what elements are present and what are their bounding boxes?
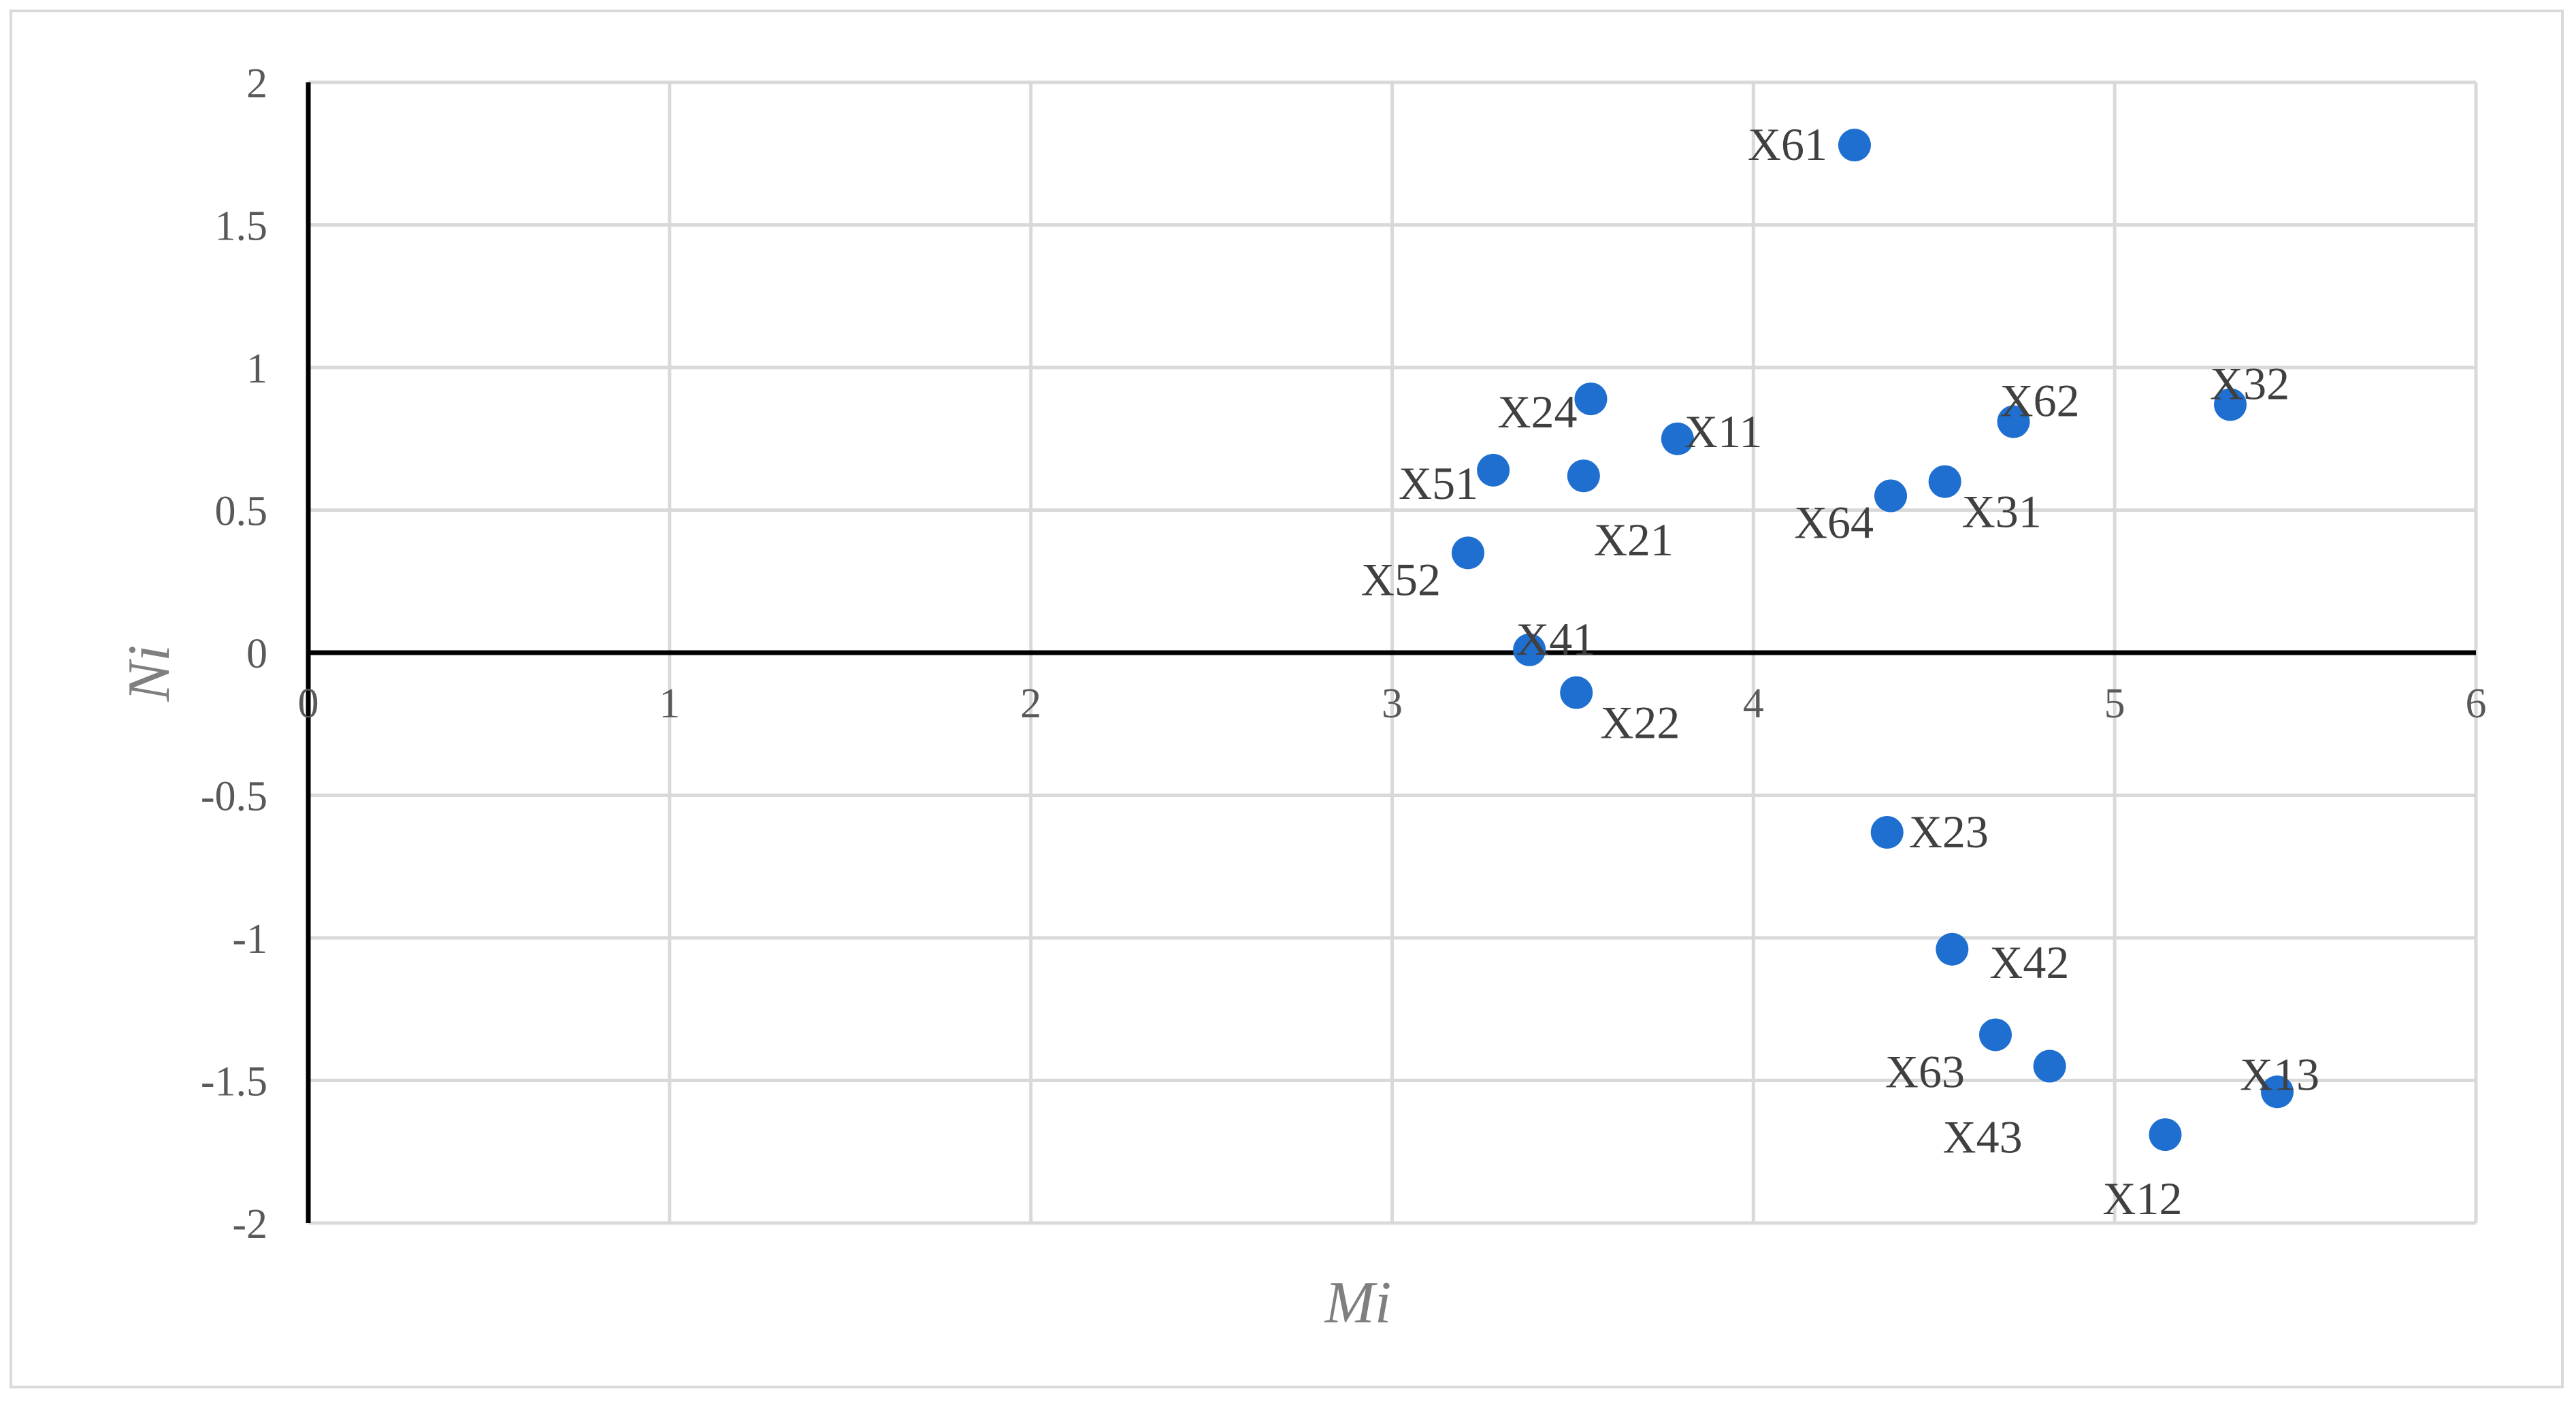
y-tick-label: 0.5 [215,489,268,535]
data-point [1574,382,1608,416]
data-point [1936,932,1969,966]
y-tick-label: 2 [246,61,267,107]
point-label: X32 [2210,357,2289,409]
data-point [1997,405,2030,438]
point-label: X24 [1497,386,1577,438]
data-point [1928,465,1961,498]
point-label: X22 [1600,697,1680,749]
data-points [1451,129,2294,1152]
data-point [1978,1018,2012,1052]
point-label: X12 [2102,1173,2182,1224]
data-point [1870,815,1904,849]
data-point [2261,1075,2294,1109]
data-point [1513,633,1546,666]
data-point [2033,1049,2066,1083]
chart-area: 0 1 2 3 4 5 6 -2 -1.5 -1 -0.5 0 0.5 1 1.5 2 X61 X32 X62 X2… [10,10,2564,1388]
data-point [1567,459,1600,493]
y-tick-label: 1.5 [215,203,268,250]
point-label: X42 [1989,936,2069,988]
tick-labels: 0 1 2 3 4 5 6 -2 -1.5 -1 -0.5 0 0.5 1 1.5 2 [201,61,2487,1248]
point-label: X13 [2240,1048,2319,1100]
point-label: X64 [1794,497,1874,549]
y-tick-label: -2 [232,1201,267,1248]
x-tick-label: 5 [2104,681,2125,727]
data-point [1560,676,1593,709]
data-point [1874,479,1908,512]
data-point [2214,388,2247,421]
x-tick-label: 6 [2466,681,2487,727]
point-label: X63 [1885,1045,1965,1097]
point-label: X51 [1399,457,1478,509]
point-label: X43 [1943,1111,2023,1163]
point-label: X11 [1684,406,1763,457]
x-tick-label: 4 [1743,681,1764,727]
point-label: X62 [2000,375,2080,427]
y-tick-label: -1 [232,916,267,962]
y-tick-label: 0 [246,631,267,677]
x-axis-title: Mi [1324,1270,1392,1336]
data-point [2149,1118,2182,1152]
point-label: X61 [1748,118,1827,170]
point-label: X52 [1361,553,1441,605]
data-point [1838,129,1871,162]
data-point [1477,453,1510,487]
point-label: X21 [1594,514,1674,566]
x-tick-label: 1 [659,681,680,727]
data-point [1661,422,1694,455]
y-tick-label: -0.5 [201,774,267,820]
scatter-chart: 0 1 2 3 4 5 6 -2 -1.5 -1 -0.5 0 0.5 1 1.5 2 X61 X32 X62 X2… [116,61,2487,1336]
axes [306,82,2476,1223]
point-label: X41 [1516,613,1595,665]
x-tick-label: 0 [298,681,319,727]
x-tick-label: 2 [1020,681,1041,727]
y-tick-label: -1.5 [201,1059,267,1105]
data-point [1451,536,1484,570]
y-axis-title: Ni [116,645,182,702]
y-tick-label: 1 [246,346,267,392]
point-label: X31 [1962,486,2042,538]
point-label: X23 [1909,806,1989,858]
x-tick-label: 3 [1382,681,1403,727]
